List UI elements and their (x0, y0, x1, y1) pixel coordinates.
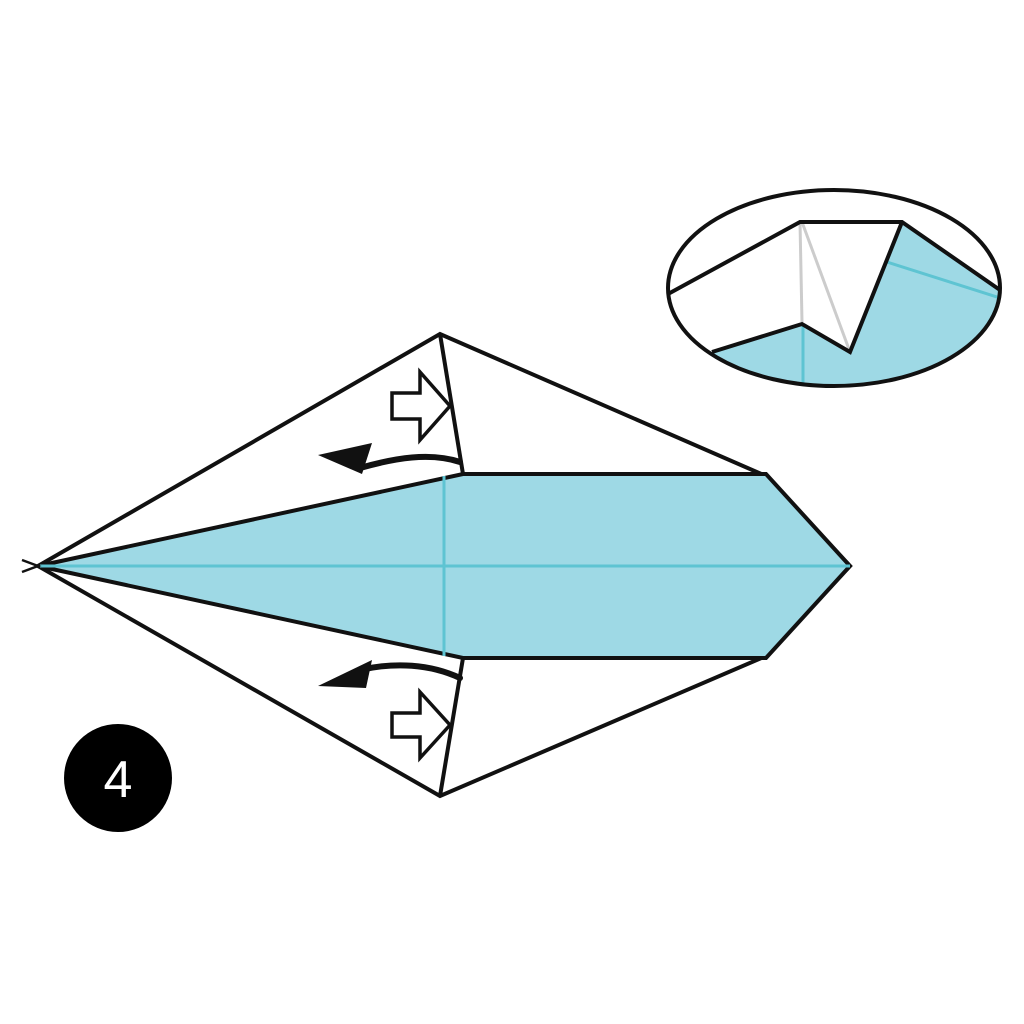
upper-flap-edge (438, 333, 465, 475)
left-tip-mark (21, 558, 42, 574)
zoom-crease-diagonal (886, 260, 1000, 300)
push-arrow-icon (390, 367, 453, 763)
step-number: 4 (104, 751, 133, 809)
push-arrow-upper (390, 367, 453, 445)
zoom-hidden-line-2 (800, 221, 852, 353)
fold-arrow-lower-curve (357, 662, 463, 681)
zoom-colored-region (668, 222, 1000, 386)
fold-arrow-upper-head (318, 443, 372, 474)
zoom-fold-edge (711, 221, 904, 355)
fold-arrow-lower-head (318, 660, 372, 688)
step-badge-circle (64, 724, 172, 832)
push-arrow-lower (390, 687, 453, 763)
lower-flap-edge (438, 657, 465, 797)
zoom-upper-edge (668, 220, 1000, 296)
fold-arrow-upper-curve (357, 453, 463, 471)
detail-zoom-view (666, 188, 1002, 388)
origami-model (21, 331, 853, 799)
zoom-ellipse-frame (666, 188, 1002, 388)
zoom-hidden-line-1 (798, 221, 804, 323)
step-badge: 4 (64, 724, 172, 832)
fold-arrow-icon (318, 443, 463, 688)
